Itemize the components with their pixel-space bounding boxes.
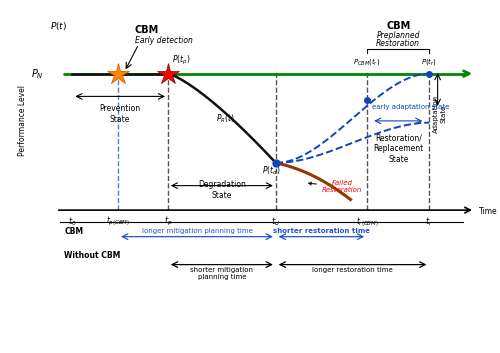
Text: Failed
Restoration: Failed Restoration: [308, 180, 362, 193]
Text: $t_r$: $t_r$: [426, 215, 434, 228]
Text: CBM: CBM: [386, 22, 410, 31]
Text: $t_{p(CBM)}$: $t_{p(CBM)}$: [106, 215, 130, 228]
Text: longer mitigation planning time: longer mitigation planning time: [142, 228, 252, 234]
Text: $t_d$: $t_d$: [272, 215, 280, 228]
Text: $P(t)$: $P(t)$: [50, 20, 67, 32]
Text: $P_R(t)$: $P_R(t)$: [216, 112, 236, 125]
Text: early adaptation state: early adaptation state: [372, 104, 450, 110]
Text: Restoration/
Replacement
State: Restoration/ Replacement State: [373, 134, 424, 164]
Text: CBM: CBM: [64, 227, 84, 236]
Text: $P(t_r)$: $P(t_r)$: [422, 56, 438, 67]
Text: shorter restoration time: shorter restoration time: [273, 228, 370, 234]
Text: Degradation
State: Degradation State: [198, 180, 246, 199]
Text: $P(t_d)$: $P(t_d)$: [262, 164, 281, 177]
Text: Preplanned: Preplanned: [376, 31, 420, 40]
Text: shorter mitigation
planning time: shorter mitigation planning time: [190, 267, 254, 280]
Text: $P_N$: $P_N$: [30, 67, 44, 80]
Text: $t_p$: $t_p$: [164, 215, 172, 228]
Text: $t_{r(CBM)}$: $t_{r(CBM)}$: [356, 215, 378, 229]
Text: Restoration: Restoration: [376, 40, 420, 48]
Text: Performance Level: Performance Level: [18, 84, 27, 156]
Text: $P(t_p)$: $P(t_p)$: [172, 54, 191, 67]
Text: Prevention
State: Prevention State: [100, 104, 140, 124]
Text: Early detection: Early detection: [134, 36, 192, 45]
Text: $t_0$: $t_0$: [68, 215, 76, 228]
Text: Without CBM: Without CBM: [64, 251, 120, 259]
Text: $P_{CBM}(t_r)$: $P_{CBM}(t_r)$: [354, 56, 380, 67]
Text: Adaptation
State: Adaptation State: [433, 95, 446, 133]
Text: CBM: CBM: [134, 25, 159, 35]
Text: longer restoration time: longer restoration time: [312, 267, 393, 273]
Text: Time: Time: [479, 207, 498, 216]
